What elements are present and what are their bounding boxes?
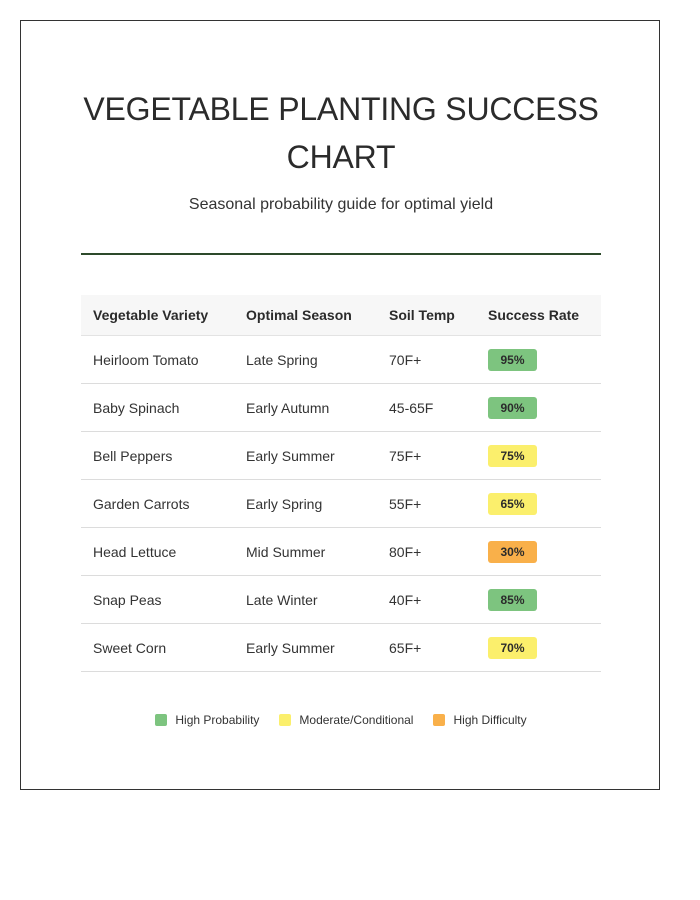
success-rate-cell: 90% bbox=[476, 383, 601, 432]
success-rate-badge: 30% bbox=[488, 540, 537, 563]
season-cell: Early Summer bbox=[234, 623, 377, 672]
success-rate-badge: 95% bbox=[488, 348, 537, 371]
success-rate-cell: 75% bbox=[476, 431, 601, 480]
legend-swatch-difficult bbox=[433, 714, 446, 726]
success-rate-cell: 65% bbox=[476, 479, 601, 528]
soil-temp-cell: 40F+ bbox=[377, 575, 476, 624]
success-rate-badge: 90% bbox=[488, 396, 537, 419]
page-title: VEGETABLE PLANTING SUCCESS CHART bbox=[83, 91, 599, 175]
variety-cell: Heirloom Tomato bbox=[81, 335, 234, 384]
success-rate-badge: 85% bbox=[488, 588, 537, 611]
planting-table: Vegetable Variety Optimal Season Soil Te… bbox=[81, 295, 601, 672]
soil-temp-cell: 75F+ bbox=[377, 431, 476, 480]
column-header-variety: Vegetable Variety bbox=[81, 295, 234, 336]
season-cell: Mid Summer bbox=[234, 527, 377, 576]
soil-temp-cell: 70F+ bbox=[377, 335, 476, 384]
legend-label-high: High Probability bbox=[175, 713, 260, 727]
legend-item-high: High Probability bbox=[155, 713, 259, 727]
variety-cell: Snap Peas bbox=[81, 575, 234, 624]
season-cell: Early Summer bbox=[234, 431, 377, 480]
season-cell: Late Spring bbox=[234, 335, 377, 384]
success-rate-cell: 30% bbox=[476, 527, 601, 576]
season-cell: Early Spring bbox=[234, 479, 377, 528]
table-header-row: Vegetable Variety Optimal Season Soil Te… bbox=[81, 295, 601, 336]
chart-card: VEGETABLE PLANTING SUCCESS CHART Seasona… bbox=[20, 20, 660, 790]
table-row: Heirloom Tomato Late Spring 70F+ 95% bbox=[81, 335, 601, 384]
variety-cell: Sweet Corn bbox=[81, 623, 234, 672]
column-header-season: Optimal Season bbox=[234, 295, 377, 336]
soil-temp-cell: 45-65F bbox=[377, 383, 476, 432]
column-header-success-rate: Success Rate bbox=[476, 295, 601, 336]
page-subtitle: Seasonal probability guide for optimal y… bbox=[188, 196, 494, 213]
table-row: Sweet Corn Early Summer 65F+ 70% bbox=[81, 623, 601, 672]
variety-cell: Garden Carrots bbox=[81, 479, 234, 528]
legend-swatch-moderate bbox=[279, 714, 292, 726]
column-header-soil-temp: Soil Temp bbox=[377, 295, 476, 336]
table-row: Snap Peas Late Winter 40F+ 85% bbox=[81, 575, 601, 624]
legend: High Probability Moderate/Conditional Hi… bbox=[21, 713, 661, 727]
table-row: Baby Spinach Early Autumn 45-65F 90% bbox=[81, 383, 601, 432]
table-row: Garden Carrots Early Spring 55F+ 65% bbox=[81, 479, 601, 528]
legend-label-moderate: Moderate/Conditional bbox=[299, 713, 414, 727]
legend-swatch-high bbox=[155, 714, 168, 726]
table-row: Bell Peppers Early Summer 75F+ 75% bbox=[81, 431, 601, 480]
legend-item-moderate: Moderate/Conditional bbox=[279, 713, 413, 727]
soil-temp-cell: 80F+ bbox=[377, 527, 476, 576]
success-rate-badge: 75% bbox=[488, 444, 537, 467]
success-rate-badge: 70% bbox=[488, 636, 537, 659]
success-rate-badge: 65% bbox=[488, 492, 537, 515]
variety-cell: Bell Peppers bbox=[81, 431, 234, 480]
variety-cell: Head Lettuce bbox=[81, 527, 234, 576]
success-rate-cell: 70% bbox=[476, 623, 601, 672]
table-row: Head Lettuce Mid Summer 80F+ 30% bbox=[81, 527, 601, 576]
legend-item-difficult: High Difficulty bbox=[433, 713, 527, 727]
season-cell: Late Winter bbox=[234, 575, 377, 624]
soil-temp-cell: 65F+ bbox=[377, 623, 476, 672]
soil-temp-cell: 55F+ bbox=[377, 479, 476, 528]
legend-label-difficult: High Difficulty bbox=[453, 713, 527, 727]
variety-cell: Baby Spinach bbox=[81, 383, 234, 432]
title-divider bbox=[81, 253, 601, 255]
season-cell: Early Autumn bbox=[234, 383, 377, 432]
success-rate-cell: 85% bbox=[476, 575, 601, 624]
success-rate-cell: 95% bbox=[476, 335, 601, 384]
